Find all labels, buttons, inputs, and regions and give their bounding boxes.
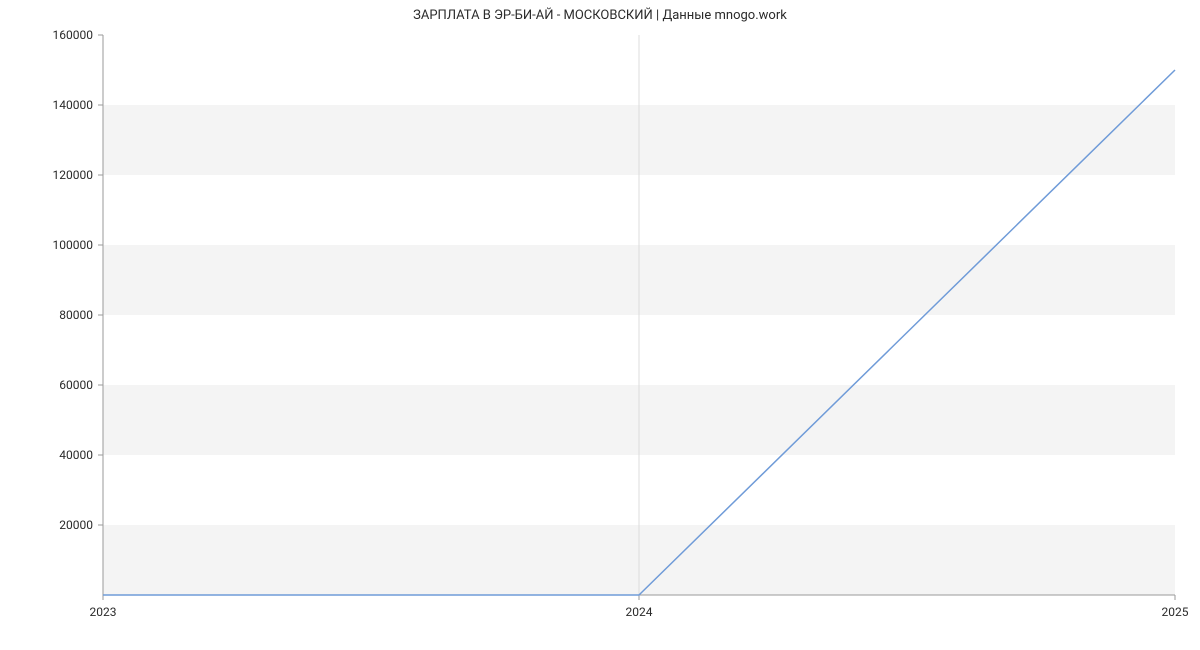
y-tick-label: 20000	[33, 518, 93, 532]
y-tick-label: 100000	[33, 238, 93, 252]
y-tick-label: 160000	[33, 28, 93, 42]
y-tick-label: 80000	[33, 308, 93, 322]
y-tick-label: 60000	[33, 378, 93, 392]
y-tick-label: 40000	[33, 448, 93, 462]
y-tick-label: 120000	[33, 168, 93, 182]
x-tick-label: 2024	[626, 605, 653, 619]
chart-svg	[0, 0, 1200, 650]
y-tick-label: 140000	[33, 98, 93, 112]
x-tick-label: 2023	[90, 605, 117, 619]
salary-chart: ЗАРПЛАТА В ЭР-БИ-АЙ - МОСКОВСКИЙ | Данны…	[0, 0, 1200, 650]
x-tick-label: 2025	[1162, 605, 1189, 619]
